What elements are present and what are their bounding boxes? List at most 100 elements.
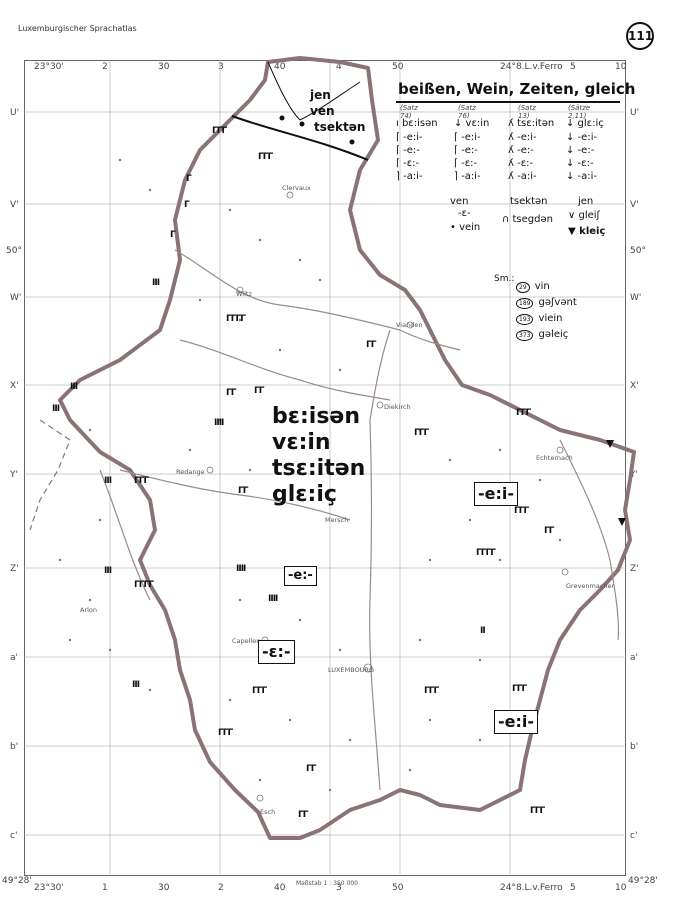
region-label: -e:-	[284, 566, 317, 586]
dialect-symbol: ΙΙ	[480, 626, 486, 636]
dialect-symbol: ΓΓ	[238, 486, 249, 496]
legend-cell: ʎ -e:-	[508, 145, 534, 156]
grid-top-label: 23°30'	[34, 62, 64, 72]
grid-right-label: 50°	[630, 246, 646, 256]
north-word-ven: ven	[310, 104, 335, 118]
grid-top-label: 4	[336, 62, 342, 72]
legend-extra-item: -ɛ-	[458, 208, 471, 219]
grid-bottom-label: 10	[615, 883, 627, 893]
grid-left-label: W'	[10, 293, 22, 303]
legend-sm-item: 373 gəleiç	[516, 322, 568, 341]
dialect-symbol: ΓΓΓΓ	[476, 548, 496, 558]
legend-column-header: (Satz 74)	[400, 104, 418, 120]
place-name: Wiltz	[236, 290, 252, 298]
place-name: Capellen	[232, 637, 261, 645]
grid-left-label: V'	[10, 200, 19, 210]
grid-bottom-label: 5	[570, 883, 576, 893]
legend-row: ı bɛ:isən ↓ vɛ:in ʎ tsɛ:itən ↓ glɛ:iç	[396, 118, 626, 132]
legend-cell: ⌈ -e:i-	[454, 132, 481, 143]
dialect-symbol: ΓΓΓ	[414, 428, 429, 438]
grid-top-label: 30	[158, 62, 170, 72]
sm-number: 373	[516, 330, 534, 341]
legend-extra-item: tsektən	[510, 196, 548, 207]
grid-bottom-label: 2	[218, 883, 224, 893]
legend-cell: ⌉ -a:i-	[396, 171, 423, 182]
region-label: -e:i-	[474, 482, 519, 506]
grid-bottom-label: 30	[158, 883, 170, 893]
place-name: Vianden	[396, 321, 423, 329]
legend-sm-item: 193 viein	[516, 306, 563, 325]
grid-bottom-label: 40	[274, 883, 286, 893]
legend-cell: ↓ -a:i-	[566, 171, 598, 182]
dialect-symbol: ΓΓ	[366, 340, 377, 350]
place-name: Esch	[260, 808, 276, 816]
central-word: tsɛ:itən	[272, 456, 366, 481]
map-scale: Maßstab 1 : 350 000	[296, 880, 358, 887]
grid-top-label: 40	[274, 62, 286, 72]
country-border	[58, 56, 636, 840]
legend-cell: ⌈ -ɛ:-	[454, 158, 478, 169]
dialect-symbol: ΙΙΙΙ	[236, 564, 246, 574]
legend-cell: ⌉ -a:i-	[454, 171, 481, 182]
legend-cell: ʎ -e:i-	[508, 132, 537, 143]
sm-text: gəleiç	[538, 329, 569, 340]
legend-cell: ⌈ -ɛ:-	[396, 158, 420, 169]
dialect-symbol: ΓΓΓ	[218, 728, 233, 738]
grid-left-label: c'	[10, 831, 18, 841]
dialect-symbol: Γ	[170, 230, 176, 240]
dialect-symbol: ΙΙΙ	[52, 404, 60, 414]
central-word-block: bɛ:isən vɛ:in tsɛ:itən glɛ:iç	[272, 404, 365, 508]
dialect-symbol: ΓΓΓ	[512, 684, 527, 694]
dialect-symbol: ΙΙΙ	[152, 278, 160, 288]
legend-row: ⌈ -e:i- ⌈ -e:i- ʎ -e:i- ↓ -e:i-	[396, 132, 626, 145]
grid-right-label: Y'	[630, 470, 638, 480]
place-name: Echternach	[536, 454, 573, 462]
dialect-symbol: ΓΓ	[306, 764, 317, 774]
legend-extra-item: ∨ gleiʃ	[568, 210, 600, 221]
sm-number: 193	[516, 314, 534, 325]
isoglosses	[231, 61, 369, 161]
legend-cell: ↓ -e:i-	[566, 132, 598, 143]
place-name: Diekirch	[384, 403, 411, 411]
place-name: Arlon	[80, 606, 98, 614]
legend-row: ⌈ -e:- ⌈ -e:- ʎ -e:- ↓ -e:-	[396, 145, 626, 158]
dialect-symbol: ΓΓΓ	[424, 686, 439, 696]
central-word: glɛ:iç	[272, 482, 337, 507]
legend-sm-label: Sm.:	[494, 274, 515, 284]
legend-cell: ↓ -ɛ:-	[566, 158, 594, 169]
foreign-boundary	[29, 419, 71, 531]
legend-extra: ven -ɛ- • vein tsektən ∩ tsegdən jen ∨ g…	[450, 196, 630, 256]
legend-row: ⌉ -a:i- ⌉ -a:i- ʎ -a:i- ↓ -a:i-	[396, 171, 626, 184]
grid-right-label: W'	[630, 293, 642, 303]
dialect-symbol: ΓΓ	[226, 388, 237, 398]
dialect-symbol: ΓΓΓ	[134, 476, 149, 486]
legend-extra-item: ven	[450, 196, 469, 207]
legend-sm-item: 189 gəʃvənt	[516, 290, 577, 309]
dialect-symbol: ΓΓ	[254, 386, 265, 396]
legend-cell: ↓ -e:-	[566, 145, 595, 156]
grid-top-label: 5	[570, 62, 576, 72]
grid-left-label: Z'	[10, 564, 19, 574]
grid-left-label: a'	[10, 653, 18, 663]
grid-right-label: U'	[630, 108, 640, 118]
legend-cell: ↓ vɛ:in	[454, 118, 490, 129]
grid-right-label: b'	[630, 742, 639, 752]
dialect-symbol: ΙΙΙ	[70, 382, 78, 392]
rivers	[99, 249, 620, 791]
dialect-symbol: ΙΙΙ	[132, 680, 140, 690]
dialect-symbol: ΓΓ	[298, 810, 309, 820]
legend-cell: ⌈ -e:-	[396, 145, 420, 156]
legend-column-header: (Satz 76)	[458, 104, 476, 120]
legend-row: ⌈ -ɛ:- ⌈ -ɛ:- ʎ -ɛ:- ↓ -ɛ:-	[396, 158, 626, 171]
dialect-symbol: ΓΓΓ	[258, 152, 273, 162]
dialect-symbol: ΙΙΙ	[104, 476, 112, 486]
grid-lines	[24, 60, 624, 874]
dialect-symbol: ΓΓΓ	[516, 408, 531, 418]
grid-left-label: X'	[10, 381, 19, 391]
grid-bottom-label: 23°30'	[34, 883, 64, 893]
grid-right-label: Z'	[630, 564, 639, 574]
sm-text: gəʃvənt	[538, 297, 577, 308]
special-markers	[279, 115, 626, 526]
grid-left-label: U'	[10, 108, 20, 118]
grid-left-label: Y'	[10, 470, 18, 480]
